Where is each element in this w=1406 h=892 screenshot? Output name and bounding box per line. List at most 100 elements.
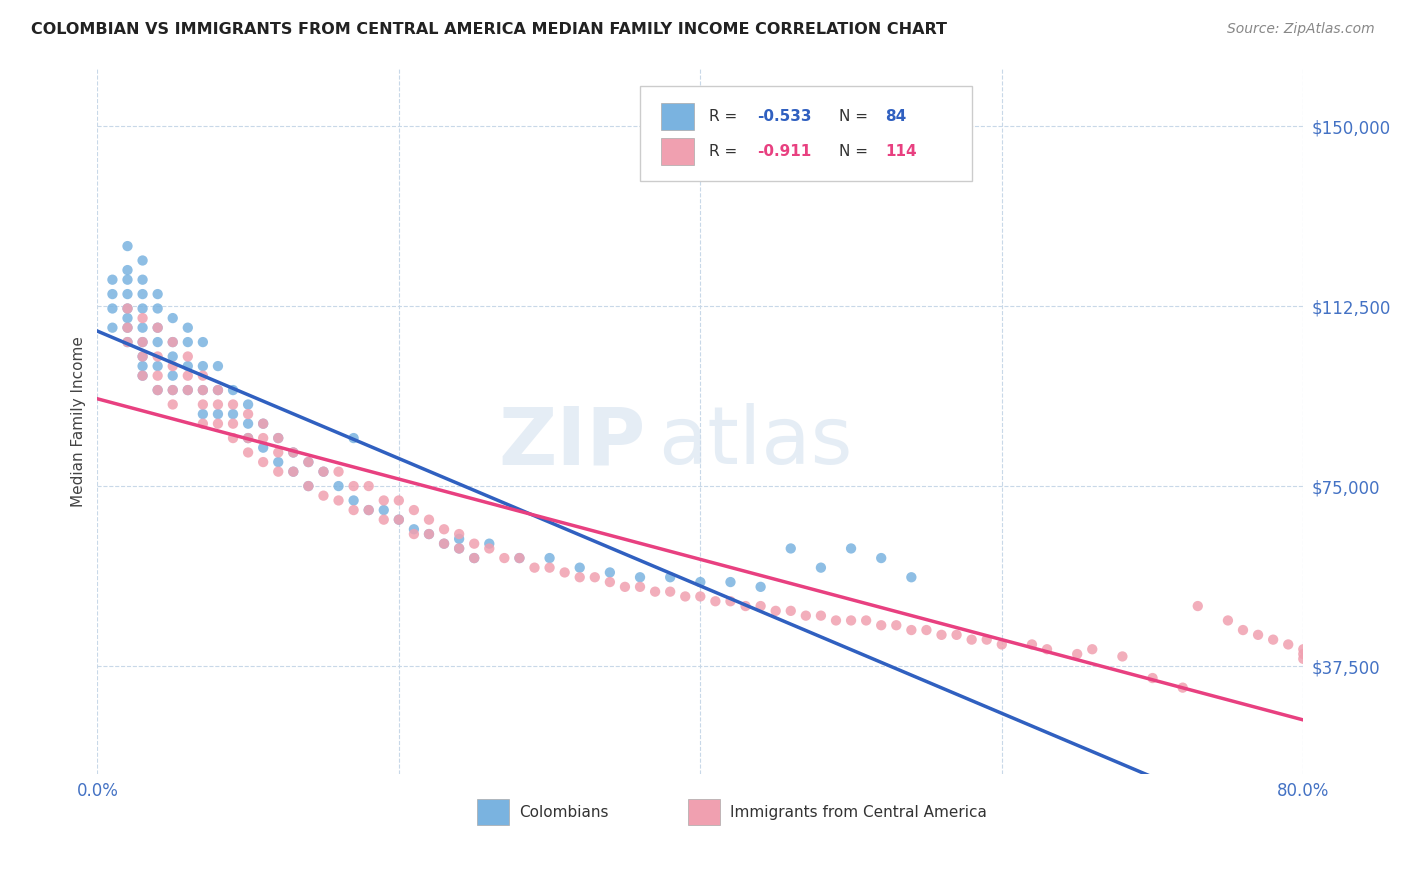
Point xyxy=(117,311,139,326)
Text: 84: 84 xyxy=(884,109,905,124)
Point xyxy=(117,335,139,350)
Point xyxy=(388,493,411,508)
Point xyxy=(478,541,501,556)
Point xyxy=(357,503,380,517)
Point xyxy=(976,632,998,647)
Point xyxy=(146,359,169,373)
Point xyxy=(1187,599,1209,613)
Point xyxy=(267,431,290,445)
Point xyxy=(191,335,214,350)
Point xyxy=(236,417,259,431)
Bar xyxy=(689,799,720,825)
Point xyxy=(191,417,214,431)
Point xyxy=(131,335,153,350)
Point xyxy=(463,536,485,550)
Point xyxy=(146,320,169,334)
Point xyxy=(162,368,184,383)
Point xyxy=(283,445,305,459)
Point xyxy=(388,513,411,527)
Point xyxy=(131,253,153,268)
Point xyxy=(191,383,214,397)
Point xyxy=(117,320,139,334)
Point xyxy=(101,301,124,316)
Text: Source: ZipAtlas.com: Source: ZipAtlas.com xyxy=(1227,22,1375,37)
Point xyxy=(297,479,319,493)
Point xyxy=(628,570,651,584)
Point xyxy=(162,335,184,350)
Point xyxy=(373,493,395,508)
Text: N =: N = xyxy=(839,145,873,160)
Point xyxy=(1247,628,1270,642)
Point xyxy=(117,263,139,277)
Point xyxy=(162,350,184,364)
Point xyxy=(900,623,922,637)
Point xyxy=(146,368,169,383)
Point xyxy=(644,584,666,599)
Text: -0.533: -0.533 xyxy=(756,109,811,124)
Point xyxy=(945,628,967,642)
Point xyxy=(659,570,682,584)
Point xyxy=(810,560,832,574)
Point xyxy=(402,522,425,536)
Point xyxy=(1232,623,1254,637)
Point xyxy=(449,532,471,546)
Point xyxy=(599,575,621,590)
Text: Immigrants from Central America: Immigrants from Central America xyxy=(731,805,987,820)
Point xyxy=(207,397,229,411)
Point xyxy=(177,383,200,397)
Point xyxy=(101,273,124,287)
Point xyxy=(720,594,742,608)
Point xyxy=(463,551,485,566)
Point xyxy=(207,407,229,421)
Point xyxy=(1277,637,1299,651)
Point xyxy=(494,551,516,566)
Bar xyxy=(477,799,509,825)
Point xyxy=(418,527,440,541)
Point xyxy=(839,614,862,628)
Point xyxy=(402,503,425,517)
Point xyxy=(131,368,153,383)
Point xyxy=(1292,647,1315,661)
Point xyxy=(1263,632,1285,647)
Point xyxy=(418,527,440,541)
Point xyxy=(328,479,350,493)
Point xyxy=(1081,642,1104,657)
Bar xyxy=(661,138,695,165)
Point xyxy=(252,417,274,431)
Point xyxy=(508,551,530,566)
Point xyxy=(177,383,200,397)
Point xyxy=(191,397,214,411)
Point xyxy=(222,431,245,445)
Text: 114: 114 xyxy=(884,145,917,160)
Point xyxy=(162,359,184,373)
Point xyxy=(297,455,319,469)
Point xyxy=(252,417,274,431)
Text: atlas: atlas xyxy=(658,403,852,482)
Point xyxy=(628,580,651,594)
Text: R =: R = xyxy=(709,145,742,160)
Point xyxy=(357,503,380,517)
Point xyxy=(463,551,485,566)
Point xyxy=(659,584,682,599)
Point xyxy=(900,570,922,584)
Point xyxy=(554,566,576,580)
Point xyxy=(236,431,259,445)
Text: COLOMBIAN VS IMMIGRANTS FROM CENTRAL AMERICA MEDIAN FAMILY INCOME CORRELATION CH: COLOMBIAN VS IMMIGRANTS FROM CENTRAL AME… xyxy=(31,22,946,37)
Point xyxy=(613,580,636,594)
Point xyxy=(343,479,366,493)
Point xyxy=(236,445,259,459)
Point xyxy=(855,614,877,628)
Point xyxy=(508,551,530,566)
Point xyxy=(191,359,214,373)
Point xyxy=(749,599,772,613)
Point xyxy=(388,513,411,527)
Point xyxy=(749,580,772,594)
Text: N =: N = xyxy=(839,109,873,124)
Point xyxy=(252,431,274,445)
Point xyxy=(101,320,124,334)
Point xyxy=(297,479,319,493)
Point xyxy=(991,637,1014,651)
Point xyxy=(1292,652,1315,666)
Point xyxy=(117,273,139,287)
Point xyxy=(222,383,245,397)
